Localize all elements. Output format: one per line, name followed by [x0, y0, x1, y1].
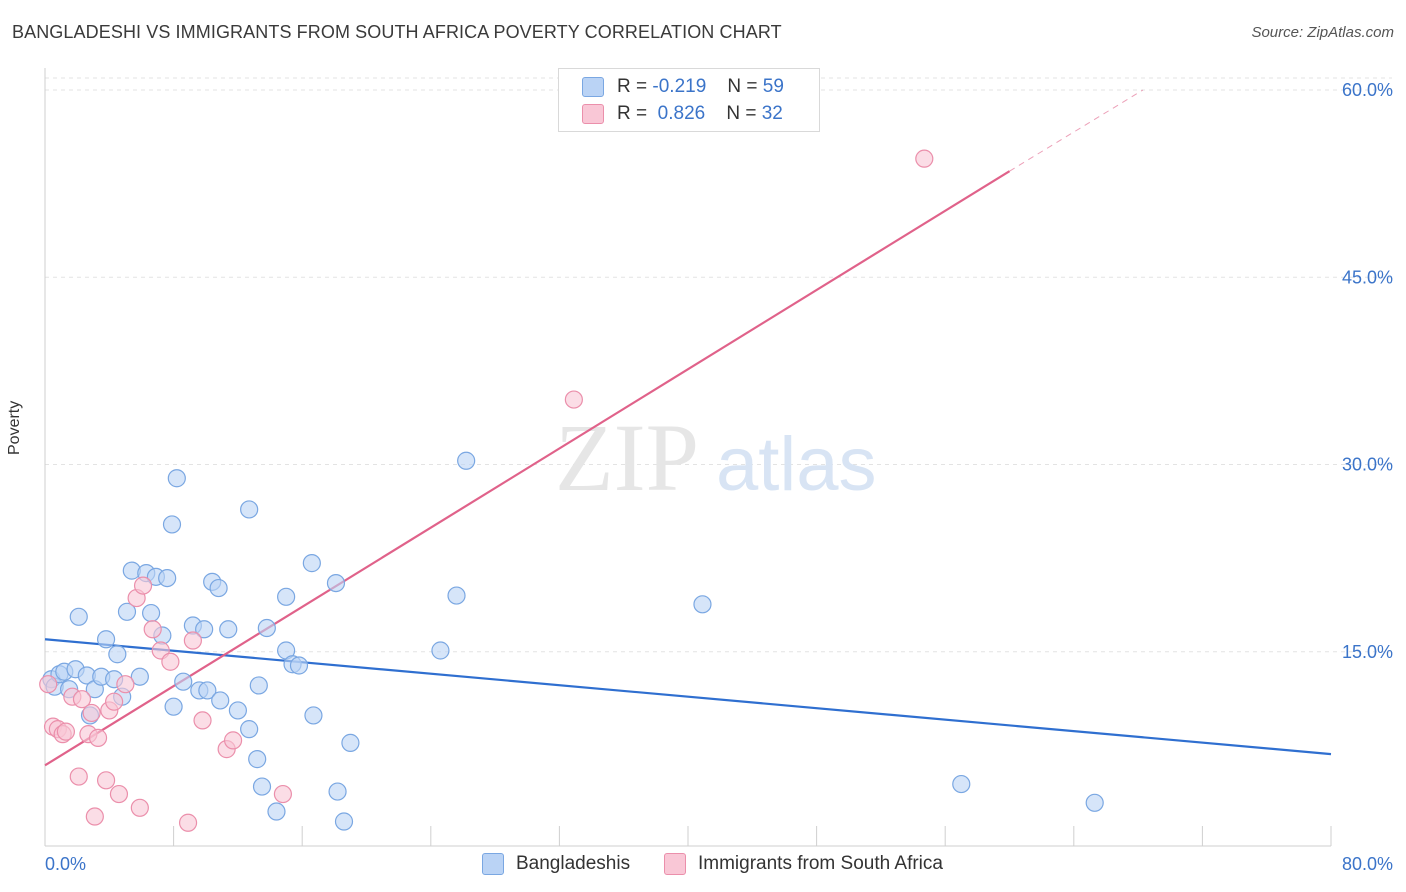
legend-item-bangladeshis[interactable]: Bangladeshis: [482, 851, 630, 877]
point-bangladeshis: [174, 672, 193, 691]
point-south-africa: [116, 675, 135, 694]
watermark: ZIP atlas: [555, 404, 877, 511]
legend-swatch-pink: [582, 104, 604, 124]
point-south-africa: [69, 767, 88, 786]
point-south-africa: [143, 620, 162, 639]
point-bangladeshis: [326, 573, 346, 593]
point-bangladeshis: [141, 603, 161, 623]
y-tick-label: 60.0%: [1342, 80, 1393, 100]
point-bangladeshis: [447, 586, 466, 605]
point-bangladeshis: [257, 618, 276, 638]
n-value: 32: [761, 103, 783, 124]
point-bangladeshis: [240, 720, 259, 739]
point-bangladeshis: [334, 812, 354, 831]
point-south-africa: [183, 631, 202, 650]
x-tick-label: 0.0%: [45, 854, 86, 874]
point-bangladeshis: [252, 777, 272, 796]
legend-label: Bangladeshis: [516, 853, 631, 874]
point-south-africa: [56, 722, 75, 741]
data-points: [39, 149, 1104, 832]
point-bangladeshis: [277, 587, 296, 606]
point-bangladeshis: [289, 656, 309, 675]
point-south-africa: [88, 728, 108, 747]
point-bangladeshis: [304, 706, 323, 725]
point-bangladeshis: [219, 620, 238, 639]
trend-line-south-africa: [44, 170, 1011, 767]
point-bangladeshis: [457, 451, 476, 470]
point-bangladeshis: [164, 697, 183, 716]
point-bangladeshis: [1085, 793, 1104, 812]
point-bangladeshis: [69, 607, 88, 626]
point-south-africa: [96, 771, 116, 790]
n-label: N =: [726, 103, 757, 124]
y-tick-label: 15.0%: [1342, 642, 1393, 662]
legend-row-1-text: R = -0.219 N = 59: [617, 76, 784, 98]
point-south-africa: [85, 807, 104, 826]
point-bangladeshis: [198, 681, 217, 700]
r-label: R =: [617, 76, 648, 97]
watermark-zip: ZIP: [555, 404, 699, 511]
point-south-africa: [161, 652, 180, 671]
point-south-africa: [178, 813, 198, 832]
point-bangladeshis: [249, 676, 268, 695]
point-south-africa: [915, 149, 934, 168]
trend-line-bangladeshis: [44, 638, 1332, 756]
tick-labels: 15.0% 30.0% 45.0% 60.0% 0.0% 80.0%: [45, 80, 1393, 874]
point-bangladeshis: [195, 620, 214, 639]
point-bangladeshis: [108, 645, 127, 664]
x-tick-label: 80.0%: [1342, 854, 1393, 874]
point-bangladeshis: [240, 500, 259, 519]
correlation-legend: R = -0.219 N = 59 R = 0.826 N = 32: [558, 68, 820, 132]
legend-swatch-blue: [582, 77, 604, 97]
r-label: R =: [617, 103, 648, 124]
point-bangladeshis: [162, 515, 182, 534]
y-tick-label: 45.0%: [1342, 267, 1393, 287]
point-south-africa: [105, 692, 124, 711]
point-south-africa: [133, 576, 153, 595]
point-bangladeshis: [96, 630, 116, 649]
y-tick-label: 30.0%: [1342, 455, 1393, 475]
point-bangladeshis: [341, 733, 360, 752]
point-bangladeshis: [267, 802, 286, 821]
legend-swatch-pink: [664, 853, 686, 875]
point-bangladeshis: [211, 691, 230, 710]
source-label: Source: ZipAtlas.com: [1251, 24, 1394, 41]
r-value: 0.826: [657, 103, 706, 124]
point-bangladeshis: [328, 782, 347, 801]
legend-row-2-text: R = 0.826 N = 32: [617, 103, 783, 125]
point-south-africa: [109, 784, 129, 804]
axes: [44, 68, 1332, 847]
legend-label: Immigrants from South Africa: [698, 853, 943, 874]
legend-item-south-africa[interactable]: Immigrants from South Africa: [664, 851, 943, 877]
point-south-africa: [273, 784, 293, 804]
point-south-africa: [82, 703, 101, 723]
n-value: 59: [762, 76, 784, 97]
point-bangladeshis: [248, 750, 267, 769]
point-bangladeshis: [167, 469, 186, 488]
point-bangladeshis: [302, 554, 321, 573]
legend-swatch-blue: [482, 853, 504, 875]
grid-lines: [45, 77, 1392, 653]
point-bangladeshis: [431, 641, 450, 660]
point-bangladeshis: [209, 578, 228, 598]
point-bangladeshis: [130, 667, 149, 686]
point-bangladeshis: [693, 595, 712, 614]
chart-title: BANGLADESHI VS IMMIGRANTS FROM SOUTH AFR…: [12, 22, 782, 42]
trend-line-south-africa-extension: [1009, 89, 1144, 172]
point-south-africa: [39, 675, 58, 694]
point-south-africa: [193, 711, 212, 730]
trend-lines: [44, 89, 1332, 767]
watermark-atlas: atlas: [716, 422, 877, 507]
point-bangladeshis: [228, 701, 247, 720]
point-south-africa: [72, 690, 92, 709]
point-bangladeshis: [952, 774, 971, 794]
r-value: -0.219: [652, 76, 707, 97]
point-south-africa: [564, 390, 583, 409]
point-bangladeshis: [158, 568, 177, 588]
point-south-africa: [223, 731, 243, 750]
point-bangladeshis: [117, 602, 137, 621]
point-south-africa: [130, 798, 149, 817]
n-label: N =: [727, 76, 758, 97]
